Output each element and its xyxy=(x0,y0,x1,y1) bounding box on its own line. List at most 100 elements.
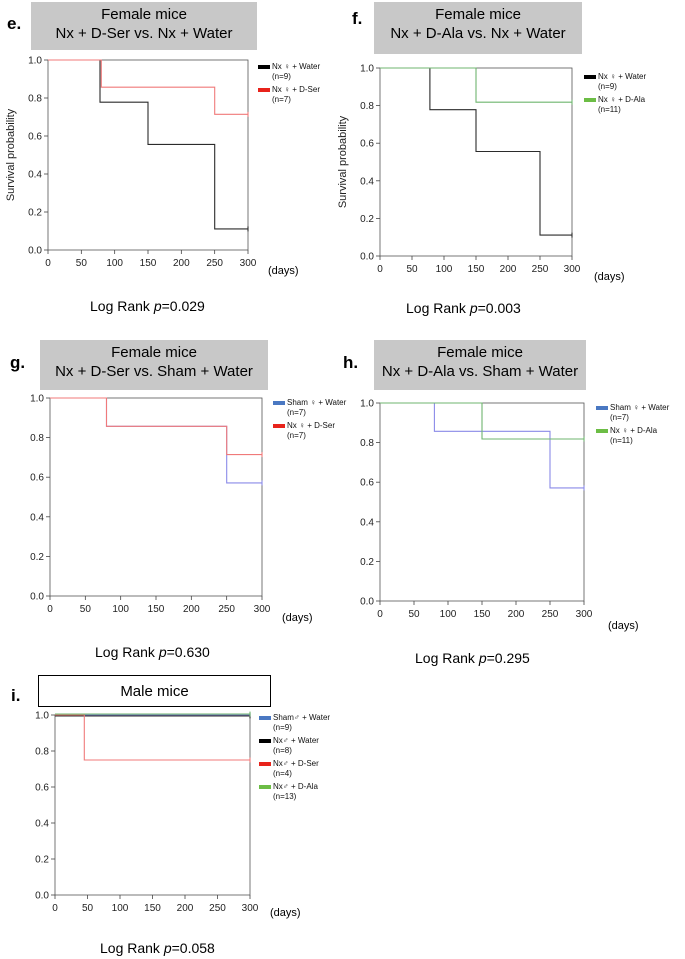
x-tick-label: 300 xyxy=(242,903,259,914)
legend-series-count: (n=8) xyxy=(273,746,292,755)
p-symbol: p xyxy=(158,644,167,660)
y-tick-label: 0.2 xyxy=(30,552,44,563)
legend-entry: Nx♂ + Water (n=8) xyxy=(259,736,330,756)
legend-series-count: (n=7) xyxy=(287,431,306,440)
x-tick-label: 250 xyxy=(542,609,559,620)
y-tick-label: 0.0 xyxy=(28,246,42,257)
x-tick-label: 50 xyxy=(76,258,88,269)
panel-label: e. xyxy=(7,14,22,33)
x-tick-label: 100 xyxy=(106,258,123,269)
log-rank-pvalue: Log Rank p=0.295 xyxy=(415,650,530,666)
x-tick-label: 300 xyxy=(564,264,581,275)
p-value: =0.003 xyxy=(477,300,521,316)
y-tick-label: 0.4 xyxy=(28,170,42,181)
x-axis-unit: (days) xyxy=(270,907,301,919)
x-tick-label: 300 xyxy=(240,258,257,269)
y-tick-label: 0.2 xyxy=(360,557,374,568)
plot-frame xyxy=(47,59,249,251)
p-symbol: p xyxy=(163,940,172,956)
y-tick-label: 1.0 xyxy=(28,56,42,67)
y-tick-label: 0.2 xyxy=(35,855,49,866)
chart-title-line: Nx + D-Ser vs. Sham + Water xyxy=(55,363,253,380)
y-tick-label: 0.4 xyxy=(35,819,49,830)
y-tick-label: 0.6 xyxy=(30,473,44,484)
legend-series-count: (n=7) xyxy=(610,413,629,422)
y-tick-label: 0.0 xyxy=(35,891,49,902)
survival-plot: 0.0 0.2 0.4 0.6 0.8 1.0 0 50 100 150 200 250 300 xyxy=(35,711,259,915)
survival-curve-0 xyxy=(380,67,572,236)
chart-title-line: Female mice xyxy=(437,344,523,361)
p-symbol: p xyxy=(469,300,478,316)
y-tick-label: 0.6 xyxy=(360,139,374,150)
legend-entry: Nx♂ + D-Ala (n=13) xyxy=(259,782,330,802)
legend-swatch xyxy=(273,401,285,405)
legend-entry: Nx ♀ + D-Ser (n=7) xyxy=(258,85,320,105)
legend-series-count: (n=9) xyxy=(598,82,617,91)
chart-legend: Nx ♀ + Water (n=9) Nx ♀ + D-Ala (n=11) xyxy=(584,72,646,118)
x-tick-label: 200 xyxy=(508,609,525,620)
x-tick-label: 50 xyxy=(82,903,94,914)
chart-title-box: Female mice Nx + D-Ser vs. Nx + Water xyxy=(31,2,257,50)
y-tick-label: 0.4 xyxy=(360,517,374,528)
survival-curve-1 xyxy=(50,397,262,456)
x-axis-unit: (days) xyxy=(608,620,639,632)
y-tick-label: 0.6 xyxy=(28,132,42,143)
legend-series-name: Nx♂ + D-Ala xyxy=(273,782,318,791)
x-tick-label: 50 xyxy=(408,609,420,620)
y-tick-label: 0.8 xyxy=(35,747,49,758)
legend-entry: Sham ♀ + Water (n=7) xyxy=(596,403,669,423)
legend-series-name: Nx♂ + D-Ser xyxy=(273,759,319,768)
chart-title-line: Male mice xyxy=(120,683,189,700)
legend-series-name: Nx♂ + Water xyxy=(273,736,319,745)
y-tick-label: 1.0 xyxy=(35,711,49,722)
log-rank-prefix: Log Rank xyxy=(90,298,154,314)
p-value: =0.029 xyxy=(161,298,205,314)
legend-series-count: (n=11) xyxy=(610,436,633,445)
y-tick-label: 0.8 xyxy=(30,433,44,444)
chart-title-line: Female mice xyxy=(101,6,187,23)
survival-plot: 0.0 0.2 0.4 0.6 0.8 1.0 0 50 100 150 200 250 300 xyxy=(30,394,271,616)
legend-series-name: Nx ♀ + D-Ser xyxy=(287,421,336,430)
y-tick-label: 1.0 xyxy=(360,64,374,75)
chart-title-box: Male mice xyxy=(38,675,271,707)
log-rank-prefix: Log Rank xyxy=(406,300,470,316)
legend-series-name: Nx ♀ + D-Ala xyxy=(610,426,658,435)
x-tick-label: 50 xyxy=(406,264,418,275)
legend-entry: Sham♂ + Water (n=9) xyxy=(259,713,330,733)
x-tick-label: 100 xyxy=(112,903,129,914)
panel-label: f. xyxy=(352,9,363,28)
y-tick-label: 0.0 xyxy=(360,252,374,263)
y-tick-label: 0.0 xyxy=(360,597,374,608)
x-tick-label: 100 xyxy=(436,264,453,275)
legend-swatch xyxy=(584,98,596,102)
survival-curve-1 xyxy=(48,59,248,115)
x-tick-label: 150 xyxy=(148,604,165,615)
legend-series-name: Nx ♀ + Water xyxy=(598,72,647,81)
legend-entry: Nx ♀ + D-Ala (n=11) xyxy=(584,95,646,115)
survival-plot: 0.0 0.2 0.4 0.6 0.8 1.0 0 50 100 150 200 250 300 xyxy=(360,399,593,621)
legend-series-count: (n=4) xyxy=(273,769,292,778)
y-tick-label: 0.4 xyxy=(30,512,44,523)
legend-series-count: (n=9) xyxy=(272,72,291,81)
legend-swatch xyxy=(596,406,608,410)
legend-series-name: Nx ♀ + D-Ser xyxy=(272,85,321,94)
chart-title-line: Female mice xyxy=(111,344,197,361)
legend-series-name: Sham ♀ + Water xyxy=(610,403,670,412)
legend-entry: Nx♂ + D-Ser (n=4) xyxy=(259,759,330,779)
y-tick-label: 0.8 xyxy=(360,101,374,112)
legend-series-count: (n=13) xyxy=(273,792,297,801)
legend-entry: Sham ♀ + Water (n=7) xyxy=(273,398,346,418)
survival-plot: 0.0 0.2 0.4 0.6 0.8 1.0 0 50 100 150 200 250 300 Surv… xyxy=(337,64,581,276)
survival-curve-0 xyxy=(48,59,248,230)
log-rank-pvalue: Log Rank p=0.003 xyxy=(406,300,521,316)
x-tick-label: 200 xyxy=(183,604,200,615)
x-tick-label: 50 xyxy=(80,604,92,615)
x-tick-label: 150 xyxy=(474,609,491,620)
legend-entry: Nx ♀ + Water (n=9) xyxy=(258,62,320,82)
legend-series-name: Sham ♀ + Water xyxy=(287,398,347,407)
y-tick-label: 0.0 xyxy=(30,592,44,603)
y-tick-label: 0.8 xyxy=(360,438,374,449)
x-tick-label: 150 xyxy=(140,258,157,269)
y-tick-label: 0.4 xyxy=(360,176,374,187)
